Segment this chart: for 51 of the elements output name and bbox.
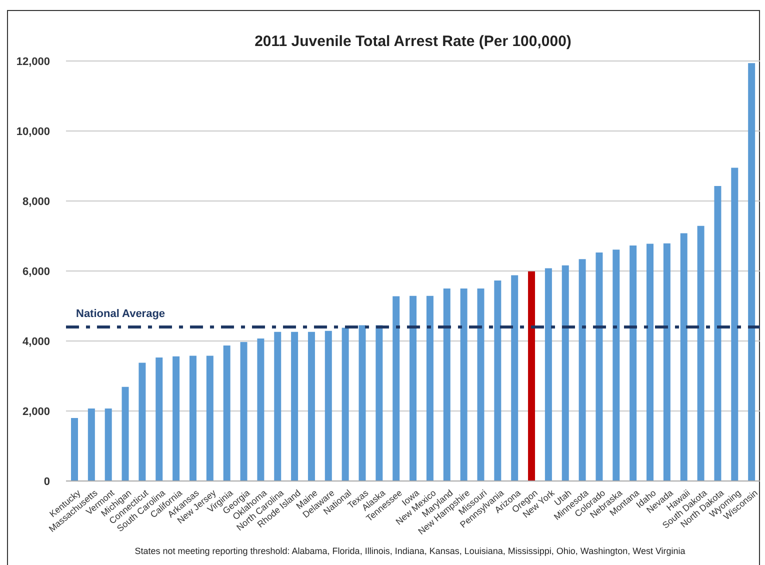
y-tick-label: 6,000 bbox=[22, 266, 50, 278]
y-tick-label: 0 bbox=[44, 476, 50, 488]
bar bbox=[697, 226, 704, 481]
bar bbox=[544, 268, 552, 481]
bar bbox=[410, 296, 417, 481]
bar bbox=[274, 332, 282, 481]
text: States not meeting reporting threshold: Alabama, Florida, Illinois, Indiana, Kansas, Louisiana, Mississippi, Ohio, Washington, West Virginia bbox=[134, 546, 686, 556]
bar bbox=[477, 288, 484, 481]
bar bbox=[731, 168, 738, 481]
bar bbox=[358, 325, 366, 481]
bar bbox=[443, 288, 450, 481]
bar bbox=[189, 356, 196, 481]
bar bbox=[663, 243, 670, 481]
bar bbox=[324, 330, 332, 481]
bar bbox=[460, 288, 468, 481]
bar bbox=[122, 386, 129, 481]
y-tick-label: 2,000 bbox=[22, 406, 50, 418]
bar bbox=[562, 265, 569, 481]
bar bbox=[257, 338, 264, 481]
bar bbox=[511, 275, 518, 481]
bar bbox=[308, 332, 315, 481]
bar bbox=[612, 250, 620, 481]
bar bbox=[138, 362, 146, 481]
bar bbox=[291, 332, 298, 481]
bar bbox=[630, 245, 637, 481]
chart-title: 2011 Juvenile Total Arrest Rate (Per 100,000) bbox=[254, 33, 572, 50]
bar bbox=[528, 271, 536, 481]
bar bbox=[494, 280, 502, 481]
bar bbox=[104, 408, 112, 481]
bar bbox=[88, 408, 95, 481]
bar bbox=[714, 186, 722, 481]
bar bbox=[206, 356, 214, 481]
y-tick-label: 4,000 bbox=[22, 336, 50, 348]
y-tick-label: 10,000 bbox=[16, 126, 50, 138]
bar bbox=[156, 357, 163, 481]
bar bbox=[376, 325, 383, 481]
bar bbox=[596, 252, 603, 481]
y-tick-label: 12,000 bbox=[16, 56, 50, 68]
bar bbox=[240, 342, 248, 481]
bar bbox=[392, 296, 400, 481]
bar bbox=[223, 346, 230, 481]
ref-line-label: National Average bbox=[76, 308, 166, 320]
bar bbox=[578, 259, 586, 481]
y-tick-label: 8,000 bbox=[22, 196, 50, 208]
bar bbox=[680, 233, 688, 481]
bar bbox=[748, 63, 756, 481]
bar bbox=[172, 356, 180, 481]
bar bbox=[342, 328, 349, 481]
bar bbox=[646, 244, 654, 481]
bar bbox=[71, 418, 78, 481]
bar bbox=[426, 296, 434, 481]
